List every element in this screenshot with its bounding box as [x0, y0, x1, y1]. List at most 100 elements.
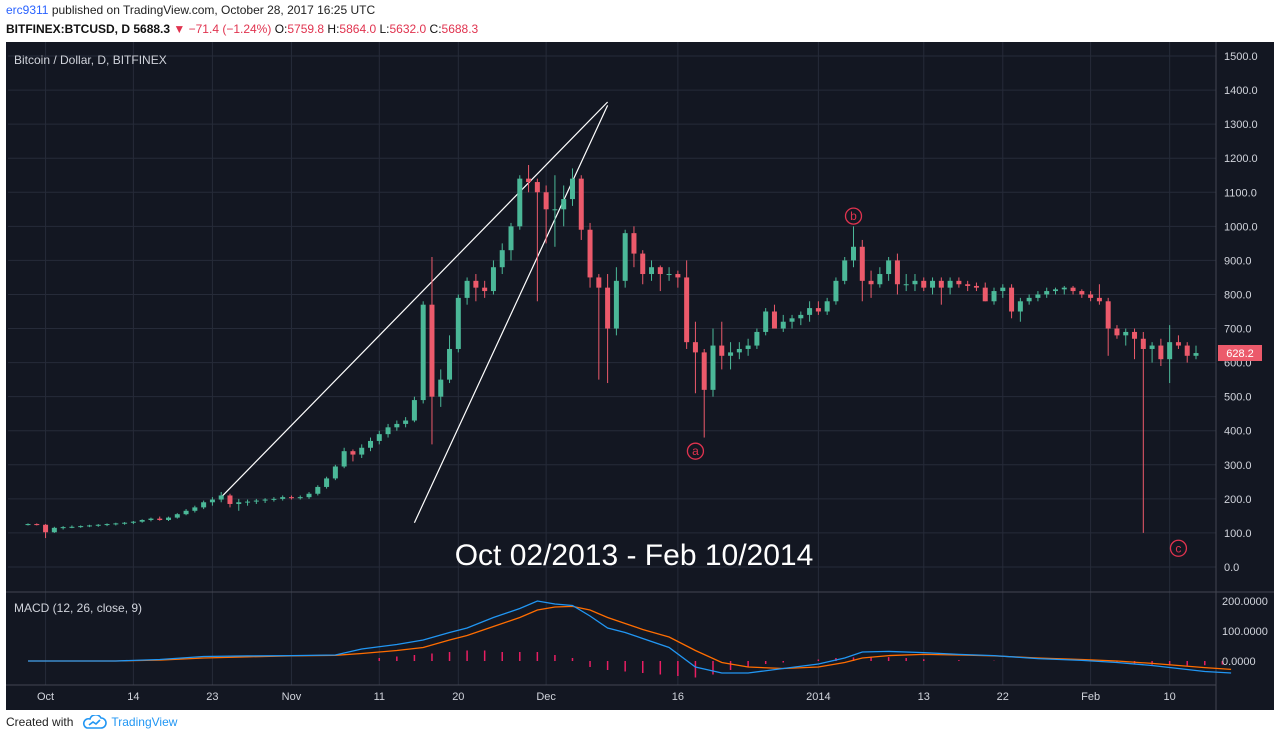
candle-body: [1114, 328, 1120, 336]
grid: [6, 42, 1274, 710]
time-axis-label: 13: [918, 691, 930, 703]
time-axis-label: 22: [997, 691, 1009, 703]
candle-body: [429, 304, 435, 397]
date-range-overlay: Oct 02/2013 - Feb 10/2014: [455, 539, 814, 572]
change-value: −71.4 (−1.24%): [188, 22, 272, 36]
candle-body: [447, 348, 453, 380]
candle-body: [754, 331, 760, 346]
time-axis-label: 14: [127, 691, 139, 703]
candle-body: [859, 246, 865, 281]
candle-body: [157, 518, 163, 520]
price-axis-label: 800.0: [1224, 289, 1252, 301]
candle-body: [1088, 294, 1094, 298]
time-axis-label: 11: [374, 691, 385, 703]
footer: Created with TradingView: [6, 715, 177, 729]
candle-body: [710, 345, 716, 390]
candle-body: [324, 478, 330, 487]
candle-body: [930, 280, 936, 288]
published-text: published on TradingView.com, October 28…: [51, 3, 376, 17]
candle-body: [166, 517, 172, 520]
candle-body: [403, 420, 409, 424]
candle-body: [947, 280, 953, 288]
candle-body: [745, 345, 751, 349]
candle-body: [666, 274, 672, 276]
candle-body: [675, 274, 681, 278]
candle-body: [34, 524, 40, 526]
candle-body: [973, 285, 979, 288]
candle-body: [842, 260, 848, 281]
candle-body: [122, 522, 128, 524]
macd-label: MACD (12, 26, close, 9): [14, 601, 142, 615]
candle-body: [438, 379, 444, 397]
publish-info: erc9311 published on TradingView.com, Oc…: [6, 3, 375, 17]
price-tag: [1218, 344, 1262, 361]
candle-body: [174, 514, 180, 518]
candle-body: [833, 280, 839, 302]
candle-body: [982, 287, 988, 302]
candle-body: [482, 287, 488, 292]
time-axis-label: Nov: [282, 691, 302, 703]
candle-body: [499, 250, 505, 268]
price-axis-label: 900.0: [1224, 255, 1252, 267]
macd-axis-label: 100.0000: [1222, 626, 1268, 638]
candle-body: [736, 348, 742, 353]
time-axis-label: 10: [1164, 691, 1176, 703]
macd-axis-label: 0.0000: [1222, 656, 1256, 668]
candle-body: [1184, 345, 1190, 356]
open-label: O:: [274, 22, 288, 36]
low-label: L:: [379, 22, 390, 36]
candle-body: [104, 524, 110, 526]
created-with-text: Created with: [6, 715, 74, 729]
price-axis-label: 1000.0: [1224, 221, 1258, 233]
candle-body: [569, 178, 575, 200]
author-link[interactable]: erc9311: [6, 3, 49, 17]
candle-body: [341, 451, 347, 467]
candle-body: [894, 260, 900, 285]
candle-body: [95, 524, 101, 526]
candle-body: [1000, 287, 1006, 292]
candle-body: [965, 284, 971, 286]
candle-body: [543, 192, 549, 210]
candle-body: [1035, 294, 1041, 298]
candle-body: [728, 352, 734, 356]
low-value: 5632.0: [389, 22, 427, 36]
candle-body: [306, 493, 312, 498]
candle-body: [288, 497, 294, 499]
candle-body: [780, 321, 786, 329]
time-axis-label: 20: [452, 691, 464, 703]
time-axis-label: 16: [672, 691, 684, 703]
candle-body: [245, 501, 251, 503]
candle-body: [552, 209, 558, 211]
candle-body: [815, 308, 821, 312]
annotation-label: b: [850, 209, 857, 223]
time-axis-label: 23: [206, 691, 218, 703]
candle-body: [455, 297, 461, 349]
candle-body: [43, 524, 49, 533]
tradingview-logo[interactable]: TradingView: [81, 715, 177, 729]
trendline: [220, 101, 609, 498]
candle-body: [280, 497, 286, 499]
candle-body: [526, 178, 532, 183]
candle-body: [1061, 287, 1067, 290]
candle-body: [798, 314, 804, 319]
candle-body: [587, 229, 593, 278]
high-value: 5864.0: [339, 22, 377, 36]
candle-body: [868, 280, 874, 285]
candles: [25, 165, 1199, 539]
candle-body: [789, 318, 795, 322]
candle-body: [236, 502, 242, 504]
candle-body: [359, 447, 365, 455]
price-axis-label: 400.0: [1224, 426, 1252, 438]
candle-body: [1123, 331, 1129, 336]
candle-body: [763, 311, 769, 332]
candle-body: [376, 434, 382, 441]
candle-body: [807, 308, 813, 315]
candle-body: [684, 277, 690, 343]
candle-body: [771, 311, 777, 329]
price-axis-label: 200.0: [1224, 494, 1252, 506]
annotations: a b c: [686, 207, 1188, 557]
candle-body: [886, 260, 892, 275]
candle-body: [561, 199, 567, 210]
candle-body: [578, 178, 584, 230]
